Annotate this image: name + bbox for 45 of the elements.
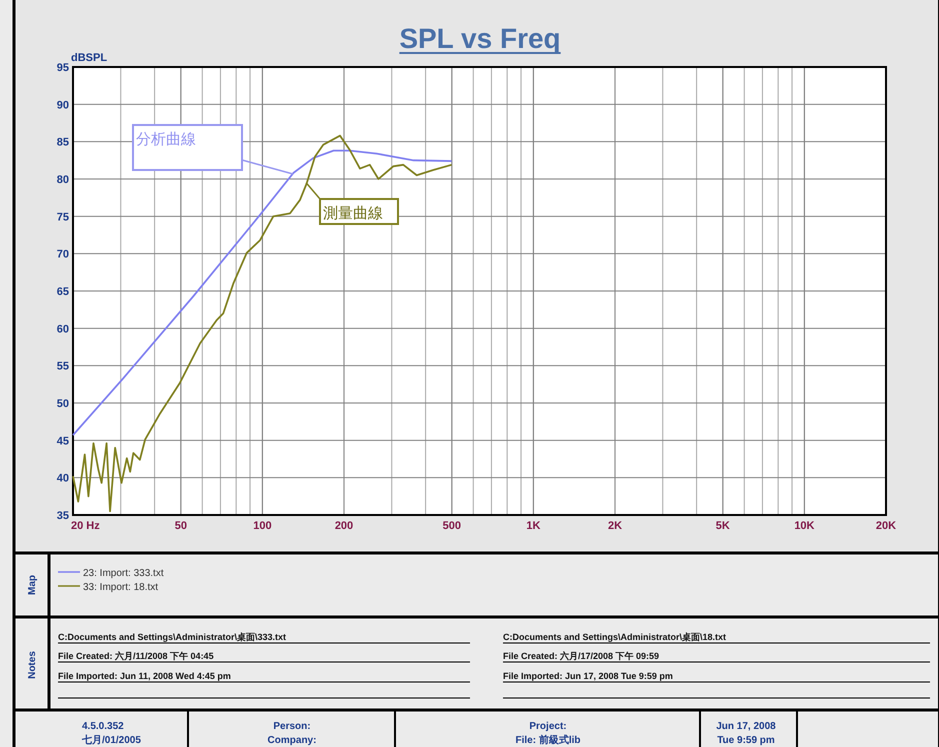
y-tick-label: 40: [56, 472, 69, 485]
text: 七月/01/2005: [81, 734, 142, 746]
text: File Created: 六月/17/2008 下午 09:59: [503, 651, 660, 661]
text: File Imported: Jun 11, 2008 Wed 4:45 pm: [58, 671, 231, 681]
x-tick-label: 50: [174, 520, 187, 532]
x-tick-label: 1K: [526, 520, 541, 532]
text: Company:: [268, 735, 316, 746]
text: Project:: [529, 721, 567, 732]
x-tick-label: 20K: [876, 520, 896, 532]
y-axis-title: dBSPL: [71, 52, 108, 64]
x-tick-label: 200: [334, 520, 354, 532]
y-tick-label: 90: [56, 99, 69, 112]
legend-title: Map: [27, 575, 38, 595]
y-tick-label: 70: [56, 248, 69, 261]
y-tick-label: 35: [56, 510, 69, 522]
text: Jun 17, 2008: [716, 721, 776, 732]
legend-label: 33: Import: 18.txt: [83, 582, 158, 593]
text: File: 前級式lib: [516, 734, 580, 746]
x-tick-label: 10K: [794, 520, 815, 532]
y-tick-label: 45: [56, 435, 69, 448]
text: Tue 9:59 pm: [717, 735, 775, 746]
x-tick-label: 2K: [608, 520, 622, 532]
y-tick-label: 50: [56, 398, 69, 410]
text: Notes: [27, 650, 38, 679]
x-tick-label: 100: [253, 520, 272, 532]
y-tick-label: 95: [56, 62, 69, 74]
x-tick-label: 20 Hz: [71, 520, 100, 532]
text: File Imported: Jun 17, 2008 Tue 9:59 pm: [503, 671, 673, 681]
text: C:Documents and Settings\Administrator\桌面\18.txt: [503, 632, 726, 642]
y-tick-label: 55: [56, 360, 69, 373]
annotation: 分析曲線: [136, 131, 196, 148]
legend-label: 23: Import: 333.txt: [83, 568, 164, 579]
text: Person:: [273, 721, 311, 732]
text: 4.5.0.352: [82, 721, 124, 732]
x-tick-label: 5K: [716, 520, 730, 532]
text: File Created: 六月/11/2008 下午 04:45: [58, 651, 214, 661]
y-tick-label: 65: [56, 286, 69, 298]
y-tick-label: 80: [56, 174, 69, 186]
text: C:Documents and Settings\Administrator\桌面\333.txt: [58, 632, 286, 642]
annotation: 測量曲線: [323, 205, 383, 222]
chart-title: SPL vs Freq: [399, 23, 561, 54]
y-tick-label: 75: [56, 211, 69, 224]
y-tick-label: 60: [56, 323, 69, 336]
x-tick-label: 500: [442, 520, 462, 532]
y-tick-label: 85: [56, 136, 69, 149]
